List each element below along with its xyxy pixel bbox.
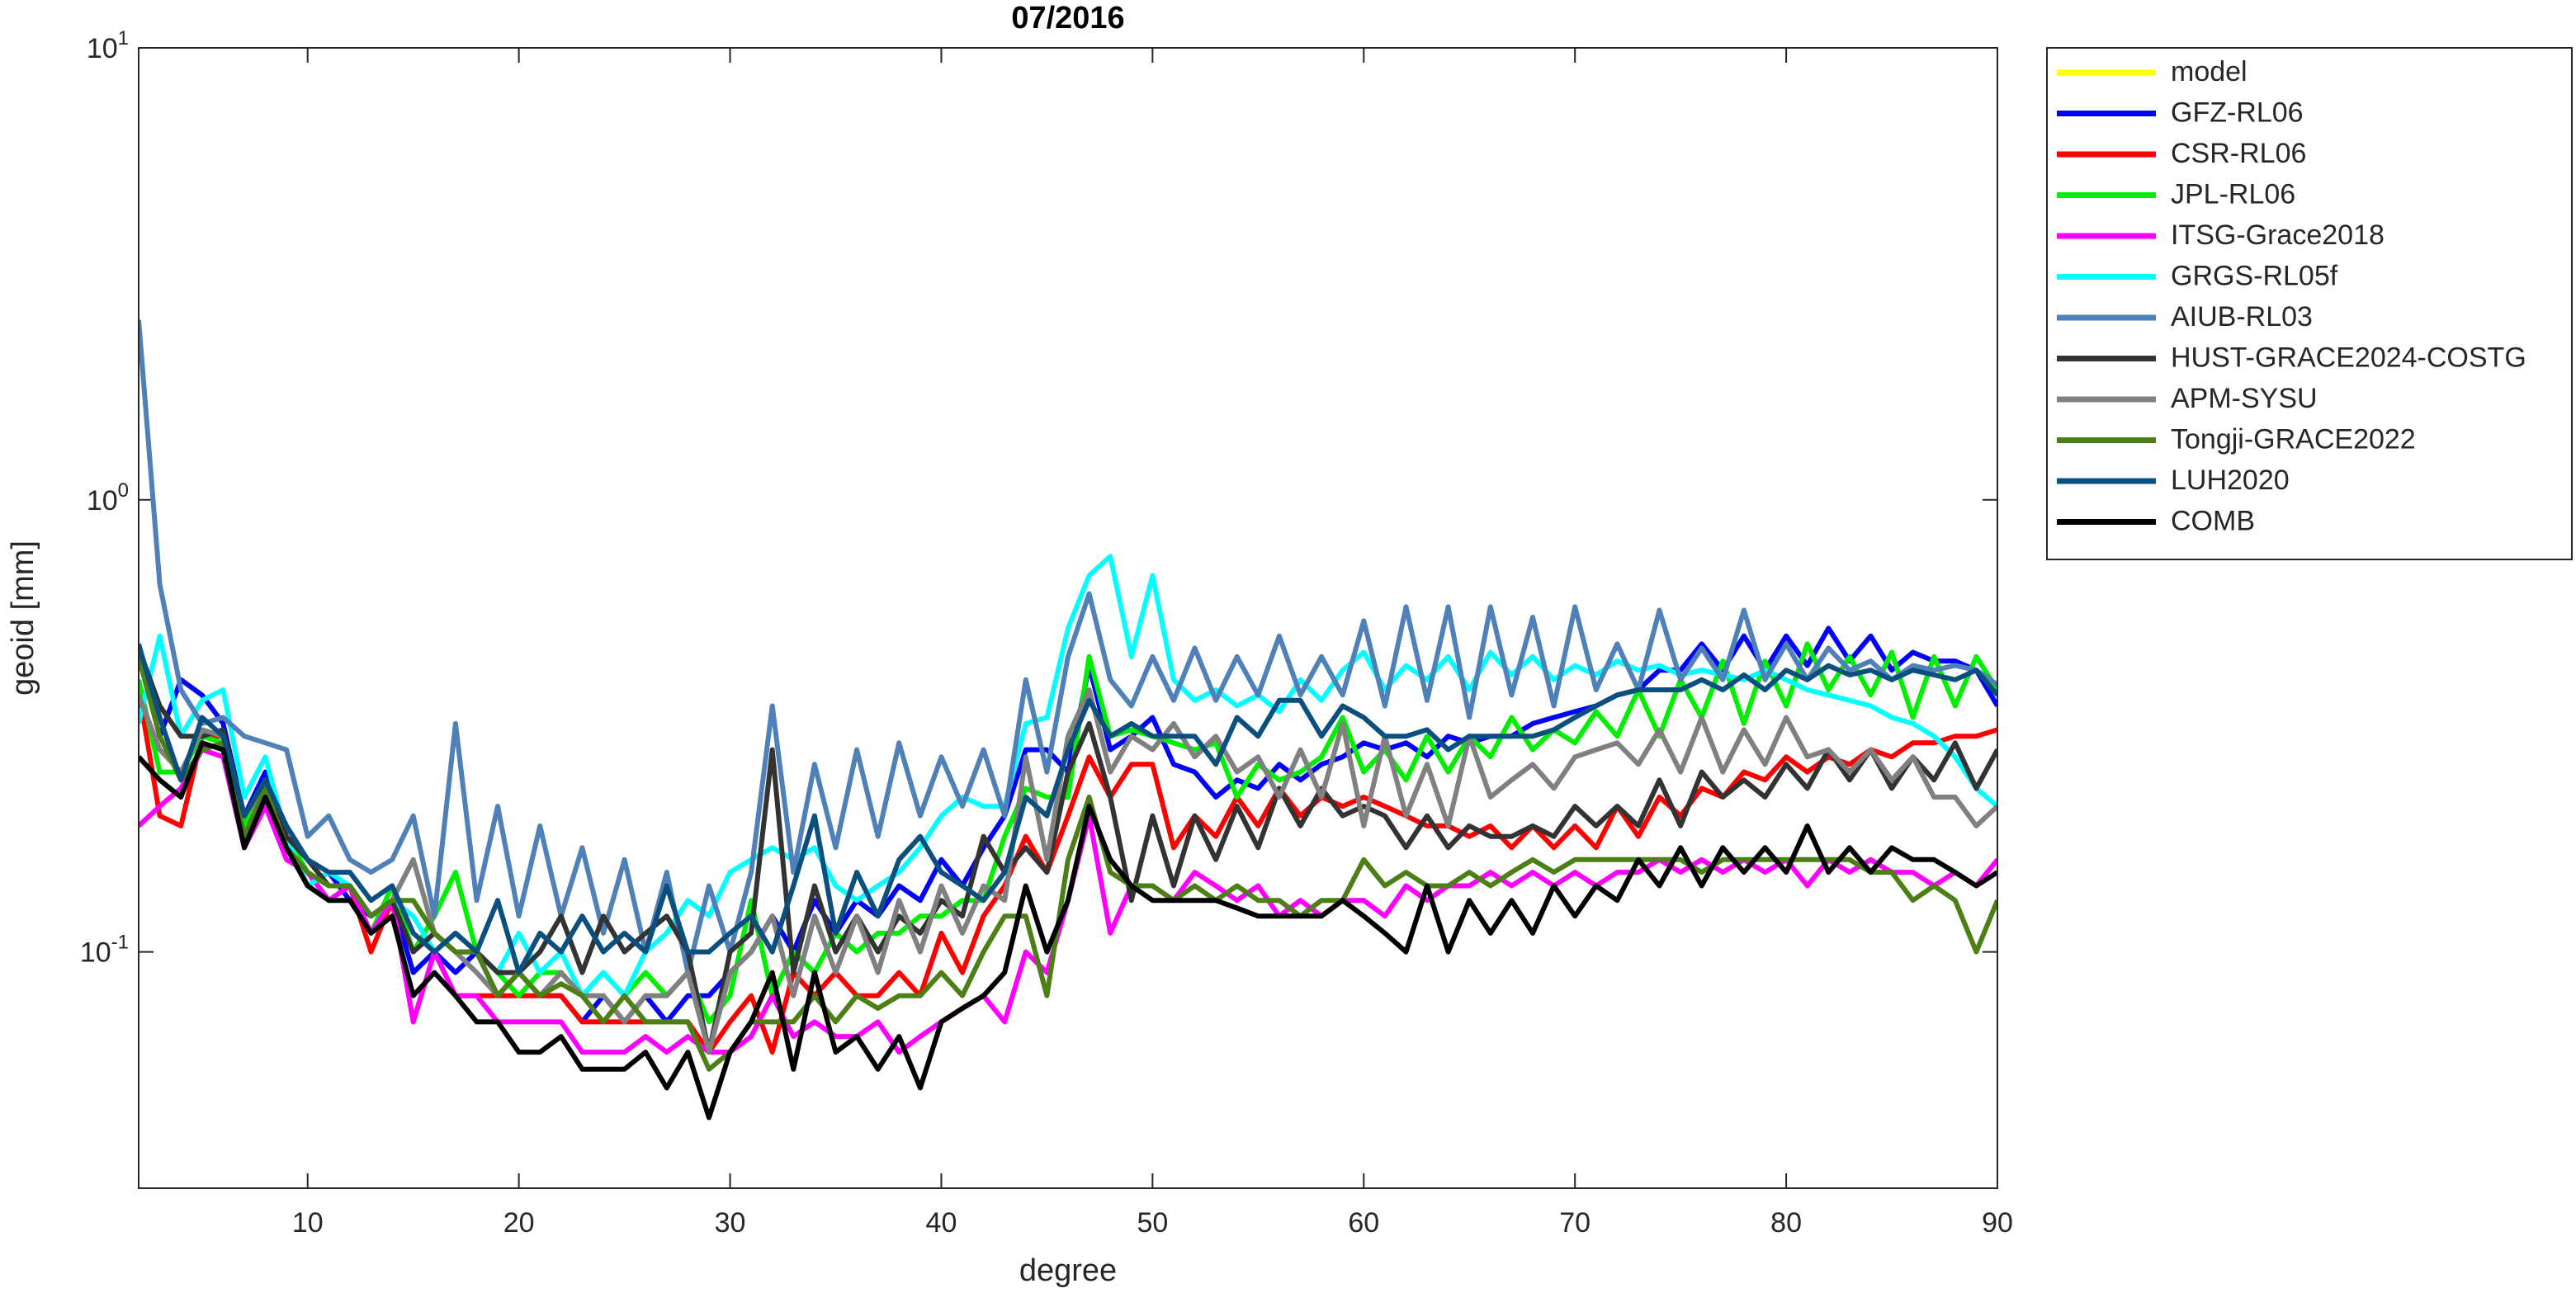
legend-label: COMB (2171, 505, 2255, 536)
legend-label: CSR-RL06 (2171, 138, 2306, 169)
legend-label: LUH2020 (2171, 465, 2290, 496)
legend-label: JPL-RL06 (2171, 178, 2295, 210)
chart-title: 07/2016 (1011, 1, 1124, 35)
y-tick-label: 100 (87, 479, 129, 517)
x-tick-label: 20 (503, 1207, 535, 1239)
plot-lines (139, 319, 1997, 1121)
legend-label: model (2171, 56, 2248, 87)
series-line (139, 641, 1997, 1025)
x-tick-label: 70 (1559, 1207, 1591, 1239)
legend-label: GFZ-RL06 (2171, 97, 2304, 128)
x-tick-label: 40 (926, 1207, 957, 1239)
legend-box (2046, 47, 2573, 560)
legend-label: ITSG-Grace2018 (2171, 219, 2385, 251)
y-axis-label: geoid [mm] (6, 540, 40, 696)
y-tick-label: 101 (87, 27, 129, 64)
y-tick-label: 10-1 (80, 932, 129, 969)
series-line (139, 643, 1997, 975)
x-tick-label: 90 (1982, 1207, 2013, 1239)
axes-box (138, 47, 1998, 1189)
legend-label: AIUB-RL03 (2171, 301, 2313, 333)
legend-label: APM-SYSU (2171, 383, 2318, 414)
x-tick-label: 60 (1348, 1207, 1379, 1239)
x-tick-label: 50 (1137, 1207, 1168, 1239)
x-tick-label: 10 (292, 1207, 324, 1239)
legend-label: HUST-GRACE2024-COSTG (2171, 342, 2526, 373)
legend-label: GRGS-RL05f (2171, 260, 2338, 291)
series-line (139, 740, 1997, 1121)
x-tick-label: 80 (1770, 1207, 1802, 1239)
legend-label: Tongji-GRACE2022 (2171, 423, 2416, 455)
x-tick-label: 30 (715, 1207, 746, 1239)
x-axis-label: degree (1019, 1253, 1117, 1288)
series-line (139, 319, 1997, 975)
